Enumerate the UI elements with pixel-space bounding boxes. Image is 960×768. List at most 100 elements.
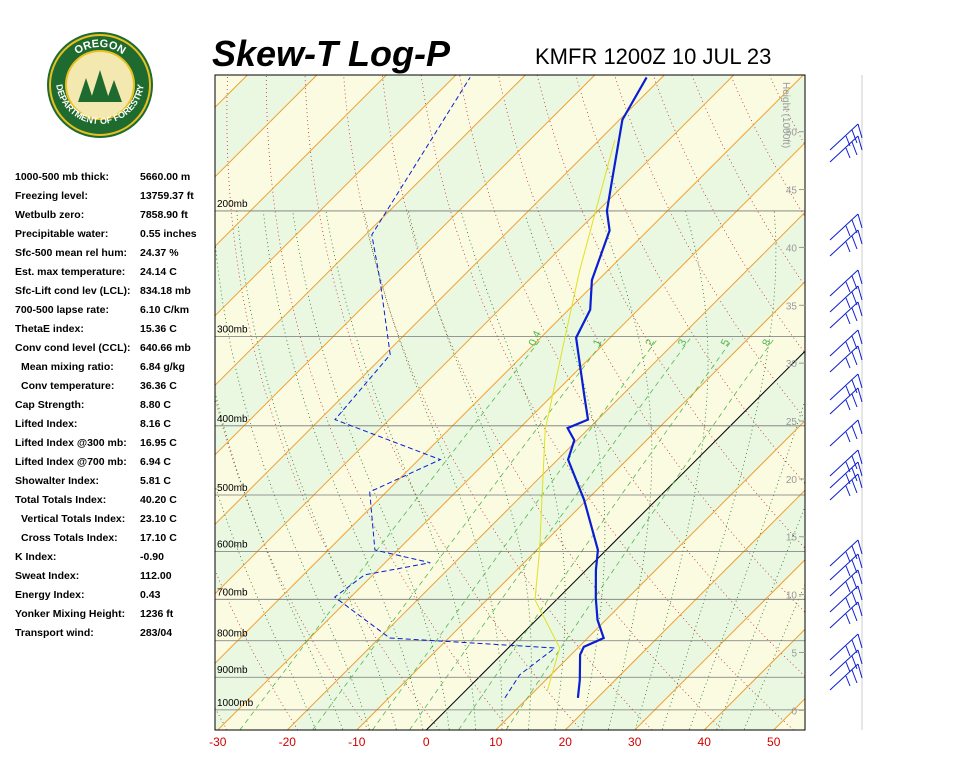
logo-top-text: OREGON bbox=[72, 38, 127, 57]
index-value: 834.18 mb bbox=[140, 285, 191, 297]
index-label: Est. max temperature: bbox=[15, 266, 125, 278]
x-tick-label: -10 bbox=[348, 735, 366, 749]
logo: OREGON DEPARTMENT OF FORESTRY bbox=[47, 32, 153, 138]
index-label: Yonker Mixing Height: bbox=[15, 608, 125, 620]
index-value: 36.36 C bbox=[140, 380, 177, 392]
index-value: 640.66 mb bbox=[140, 342, 191, 354]
isotherm bbox=[215, 75, 804, 664]
index-label: Sweat Index: bbox=[15, 570, 79, 582]
index-label: Cap Strength: bbox=[15, 399, 84, 411]
mixing-ratio-label: 3 bbox=[676, 337, 689, 348]
index-label: K Index: bbox=[15, 551, 56, 563]
index-value: 13759.37 ft bbox=[140, 190, 194, 202]
moist-adiabat bbox=[236, 210, 397, 730]
index-label: Lifted Index @300 mb: bbox=[15, 437, 127, 449]
logo-trees bbox=[78, 70, 122, 102]
y2-tick-label: 10 bbox=[786, 591, 798, 602]
y2-tick-label: 50 bbox=[786, 128, 798, 139]
index-label: Energy Index: bbox=[15, 589, 84, 601]
wind-barb bbox=[829, 569, 863, 597]
isotherm bbox=[215, 75, 457, 317]
x-tick-label: 0 bbox=[423, 735, 430, 749]
y-tick-label: 800mb bbox=[217, 629, 248, 640]
isotherm bbox=[215, 75, 665, 526]
grid-line bbox=[425, 350, 805, 730]
wind-barb bbox=[829, 329, 863, 357]
dry-adiabat bbox=[226, 75, 440, 730]
overlay: 0.4 1 2 3 5 81000mb900mb800mb700mb600mb500mb4… bbox=[209, 76, 805, 749]
index-value: 15.36 C bbox=[140, 323, 177, 335]
mixing-ratio-label: 0.4 bbox=[527, 329, 544, 348]
wind-barb bbox=[829, 461, 863, 489]
index-label: Sfc-500 mean rel hum: bbox=[15, 247, 127, 259]
index-label: Lifted Index: bbox=[15, 418, 77, 430]
profile-line bbox=[333, 77, 557, 699]
index-value: 283/04 bbox=[140, 627, 172, 639]
y2-tick-label: 0 bbox=[791, 706, 797, 717]
grid-line bbox=[217, 142, 805, 730]
mixing-ratio-label: 8 bbox=[760, 337, 773, 348]
y2-tick-label: 40 bbox=[786, 243, 798, 254]
index-value: 7858.90 ft bbox=[140, 209, 188, 221]
logo-top: OREGON bbox=[72, 38, 127, 57]
wind-barb bbox=[829, 585, 863, 613]
dry-adiabat bbox=[806, 70, 960, 730]
index-label: Conv cond level (CCL): bbox=[15, 342, 131, 354]
profile-line bbox=[534, 139, 616, 691]
index-value: 24.37 % bbox=[140, 247, 179, 259]
moist-adiabat bbox=[215, 390, 344, 730]
index-label: Sfc-Lift cond lev (LCL): bbox=[15, 285, 131, 297]
x-tick-label: -20 bbox=[279, 735, 297, 749]
index-label: ThetaE index: bbox=[15, 323, 84, 335]
isotherm bbox=[215, 75, 387, 248]
y2-tick-label: 15 bbox=[786, 533, 798, 544]
wind-barb bbox=[829, 449, 863, 477]
index-value: 6.94 C bbox=[140, 456, 171, 468]
wind-barb bbox=[829, 345, 863, 373]
mixing-ratio-line bbox=[409, 338, 691, 730]
mixing-ratio-line bbox=[372, 338, 659, 730]
mixing-ratio-line bbox=[458, 338, 734, 730]
index-label: Wetbulb zero: bbox=[15, 209, 84, 221]
grid-line bbox=[495, 420, 805, 730]
moist-adiabat bbox=[689, 398, 805, 730]
wind-barbs bbox=[829, 123, 863, 691]
moist-adiabat bbox=[262, 210, 424, 730]
index-label: Vertical Totals Index: bbox=[21, 513, 125, 525]
wind-barb bbox=[829, 553, 863, 581]
index-label: Transport wind: bbox=[15, 627, 94, 639]
isotherm-band bbox=[704, 629, 805, 730]
indices-table: 1000-500 mb thick: 5660.00 m Freezing leve… bbox=[15, 171, 197, 639]
y-tick-label: 900mb bbox=[217, 665, 248, 676]
wind-barb bbox=[829, 663, 863, 691]
isotherm-band bbox=[215, 75, 805, 730]
y-tick-label: 700mb bbox=[217, 587, 248, 598]
index-value: 5660.00 m bbox=[140, 171, 190, 183]
wind-barb bbox=[829, 419, 863, 447]
wind-barb bbox=[829, 633, 863, 661]
dry-adiabat bbox=[459, 75, 805, 677]
index-label: Conv temperature: bbox=[21, 380, 114, 392]
isotherm bbox=[215, 75, 526, 387]
index-label: Total Totals Index: bbox=[15, 494, 106, 506]
x-tick-label: 40 bbox=[698, 735, 712, 749]
title: Skew-T Log-P bbox=[212, 33, 451, 74]
index-value: 23.10 C bbox=[140, 513, 177, 525]
y2-tick-label: 25 bbox=[786, 417, 798, 428]
wind-barb bbox=[829, 601, 863, 629]
wind-barb bbox=[829, 539, 863, 567]
mixing-ratio-line bbox=[239, 338, 542, 730]
wind-barb bbox=[829, 373, 863, 401]
mixing-ratio-label: 2 bbox=[644, 337, 657, 348]
wind-barb bbox=[829, 301, 863, 329]
dry-adiabat bbox=[921, 70, 960, 730]
index-label: Lifted Index @700 mb: bbox=[15, 456, 127, 468]
y2-tick-label: 5 bbox=[791, 648, 797, 659]
index-value: 1236 ft bbox=[140, 608, 174, 620]
index-label: Showalter Index: bbox=[15, 475, 99, 487]
station: KMFR 1200Z 10 JUL 23 bbox=[535, 44, 771, 69]
index-value: 40.20 C bbox=[140, 494, 177, 506]
index-value: 112.00 bbox=[140, 570, 172, 582]
index-label: Precipitable water: bbox=[15, 228, 108, 240]
